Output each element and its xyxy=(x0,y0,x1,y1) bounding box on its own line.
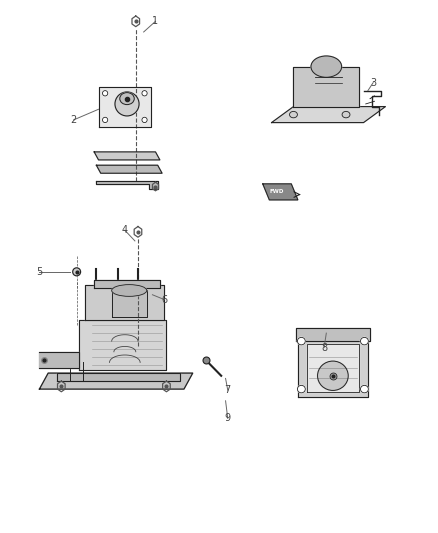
Ellipse shape xyxy=(142,117,147,123)
Polygon shape xyxy=(39,373,193,389)
Ellipse shape xyxy=(297,337,305,345)
Polygon shape xyxy=(112,290,147,317)
Ellipse shape xyxy=(360,385,368,393)
Ellipse shape xyxy=(120,93,134,104)
Text: 8: 8 xyxy=(321,343,327,352)
Ellipse shape xyxy=(318,361,348,390)
Ellipse shape xyxy=(311,56,342,77)
Ellipse shape xyxy=(102,117,108,123)
Ellipse shape xyxy=(112,285,147,296)
Ellipse shape xyxy=(297,385,305,393)
Text: FWD: FWD xyxy=(270,189,284,195)
Polygon shape xyxy=(94,152,160,160)
Polygon shape xyxy=(293,67,359,107)
Polygon shape xyxy=(96,165,162,173)
Polygon shape xyxy=(263,184,298,200)
Text: 3: 3 xyxy=(370,78,376,87)
Ellipse shape xyxy=(290,111,297,118)
Polygon shape xyxy=(96,181,158,189)
Polygon shape xyxy=(298,338,368,397)
Ellipse shape xyxy=(102,91,108,96)
Polygon shape xyxy=(307,344,359,392)
Polygon shape xyxy=(94,280,160,288)
Polygon shape xyxy=(39,352,79,368)
Text: 2: 2 xyxy=(71,115,77,125)
Text: 9: 9 xyxy=(225,414,231,423)
Ellipse shape xyxy=(342,111,350,118)
Text: 4: 4 xyxy=(122,225,128,235)
Polygon shape xyxy=(272,107,385,123)
Ellipse shape xyxy=(142,91,147,96)
Polygon shape xyxy=(296,328,370,341)
Polygon shape xyxy=(99,86,151,126)
Ellipse shape xyxy=(360,337,368,345)
Polygon shape xyxy=(85,285,164,320)
Text: 7: 7 xyxy=(225,385,231,395)
Text: 1: 1 xyxy=(152,17,159,26)
Polygon shape xyxy=(57,373,180,381)
Ellipse shape xyxy=(73,268,81,276)
Ellipse shape xyxy=(115,92,139,116)
Text: 6: 6 xyxy=(161,295,167,304)
Polygon shape xyxy=(79,320,166,370)
Text: 5: 5 xyxy=(36,267,42,277)
